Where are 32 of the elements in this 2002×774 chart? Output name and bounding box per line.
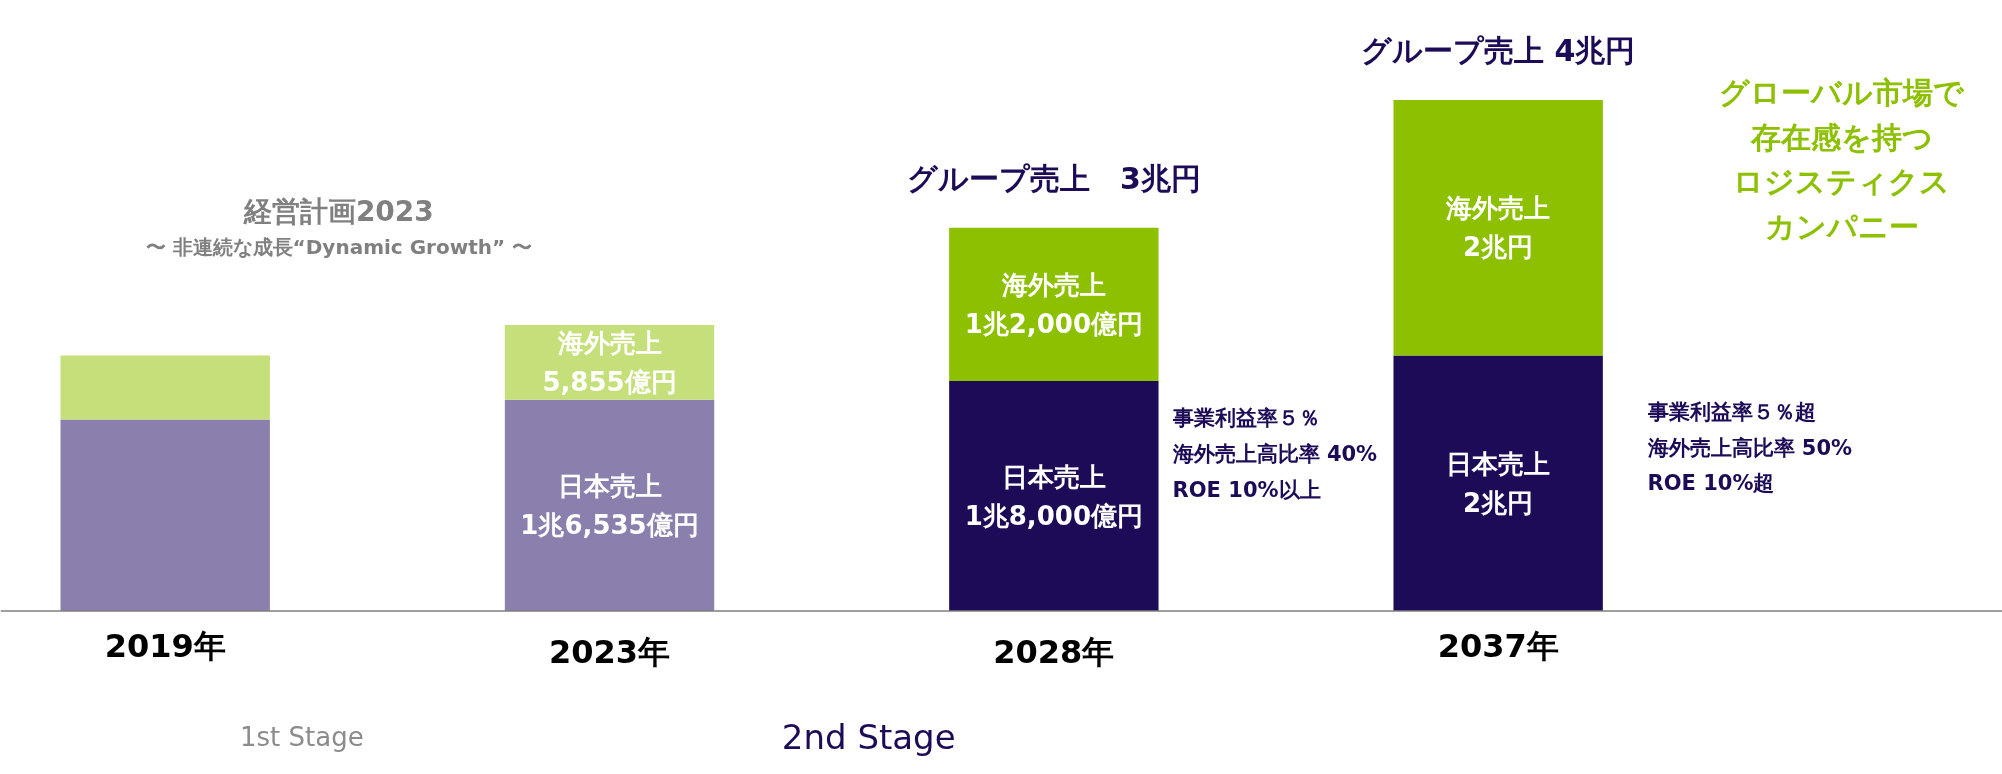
annotation: 海外売上高比率 50% <box>1646 435 1853 460</box>
x-tick-label: 2037年 <box>1437 626 1559 665</box>
text: 〜 非連続な成長“Dynamic Growth” 〜 <box>145 235 533 259</box>
annotation: 1st Stage <box>239 722 364 753</box>
x-tick-label: 2028年 <box>993 632 1115 671</box>
bar <box>1393 100 1603 356</box>
annotation: ロジスティクス <box>1733 164 1951 200</box>
data-label: 日本売上 1兆6,535億円 <box>520 470 699 540</box>
total-label: グループ売上 3兆円 <box>906 160 1201 196</box>
annotation: 海外売上高比率 40% <box>1171 441 1378 466</box>
data-label: 日本売上 2兆円 <box>1446 448 1551 518</box>
x-tick-label: 2023年 <box>549 632 671 671</box>
total-label: グループ売上 4兆円 <box>1361 33 1636 69</box>
bar <box>60 355 270 420</box>
bar <box>504 399 715 612</box>
x-tick-label: 2019年 <box>104 626 226 665</box>
annotation: カンパニー <box>1764 209 1919 245</box>
data-label: 海外売上 5,855億円 <box>542 327 677 397</box>
data-label: 海外売上 1兆2,000億円 <box>964 269 1144 339</box>
annotation: ROE 10%超 <box>1647 471 1775 496</box>
annotation: 存在感を持つ <box>1749 119 1933 155</box>
annotation: グローバル市場で <box>1719 74 1966 110</box>
data-label: 海外売上 2兆円 <box>1445 193 1551 263</box>
annotation: 事業利益率５％ <box>1171 406 1320 431</box>
annotation: 2nd Stage <box>781 717 956 758</box>
bar <box>949 381 1159 612</box>
annotation: 事業利益率５％超 <box>1646 399 1816 424</box>
annotation: ROE 10%以上 <box>1172 477 1321 502</box>
data-label: 日本売上 1兆8,000億円 <box>964 461 1144 531</box>
text: 経営計画2023 <box>242 194 434 228</box>
bar <box>60 419 270 612</box>
bar <box>1393 355 1603 612</box>
